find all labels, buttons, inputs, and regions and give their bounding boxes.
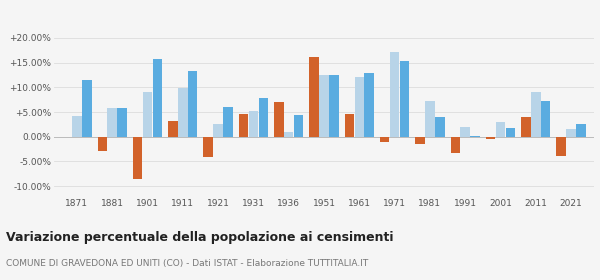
Bar	[390, 52, 400, 137]
Bar	[400, 61, 409, 137]
Bar	[506, 128, 515, 137]
Bar	[531, 92, 541, 137]
Bar	[541, 101, 550, 137]
Bar	[284, 132, 293, 137]
Bar	[98, 137, 107, 151]
Bar	[178, 88, 188, 137]
Bar	[380, 137, 389, 142]
Bar	[223, 107, 233, 137]
Bar	[425, 101, 434, 137]
Bar	[566, 129, 576, 137]
Bar	[486, 137, 496, 139]
Bar	[496, 122, 505, 137]
Bar	[188, 71, 197, 137]
Bar	[133, 137, 142, 179]
Bar	[576, 124, 586, 137]
Bar	[460, 127, 470, 137]
Bar	[239, 115, 248, 137]
Bar	[556, 137, 566, 157]
Text: Variazione percentuale della popolazione ai censimenti: Variazione percentuale della popolazione…	[6, 231, 394, 244]
Bar	[294, 115, 304, 137]
Text: COMUNE DI GRAVEDONA ED UNITI (CO) - Dati ISTAT - Elaborazione TUTTITALIA.IT: COMUNE DI GRAVEDONA ED UNITI (CO) - Dati…	[6, 259, 368, 268]
Bar	[435, 117, 445, 137]
Bar	[248, 111, 258, 137]
Bar	[451, 137, 460, 153]
Bar	[274, 102, 284, 137]
Bar	[355, 77, 364, 137]
Bar	[329, 75, 338, 137]
Bar	[107, 108, 117, 137]
Bar	[143, 92, 152, 137]
Bar	[203, 137, 213, 157]
Bar	[82, 80, 92, 137]
Bar	[521, 117, 530, 137]
Legend: Gravedona ed Uniti, Provincia di CO, Lombardia: Gravedona ed Uniti, Provincia di CO, Lom…	[144, 0, 504, 2]
Bar	[118, 108, 127, 137]
Bar	[415, 137, 425, 144]
Bar	[344, 114, 354, 137]
Bar	[72, 116, 82, 137]
Bar	[259, 98, 268, 137]
Bar	[470, 136, 480, 137]
Bar	[214, 124, 223, 137]
Bar	[319, 75, 329, 137]
Bar	[364, 73, 374, 137]
Bar	[310, 57, 319, 137]
Bar	[152, 59, 162, 137]
Bar	[168, 121, 178, 137]
